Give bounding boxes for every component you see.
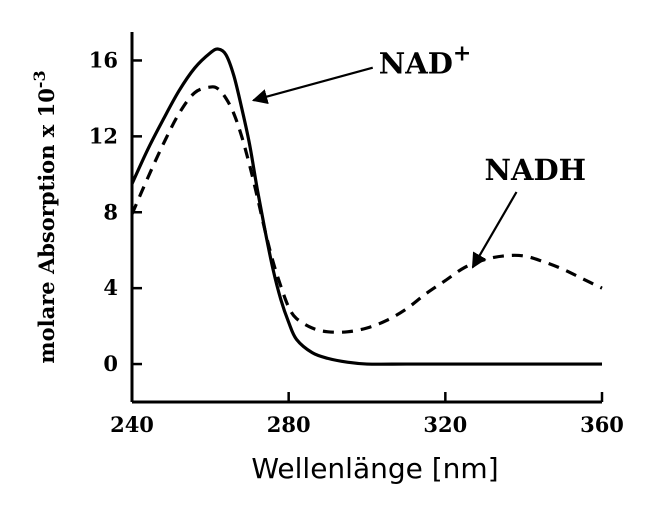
y-tick-label: 12 [89, 123, 118, 148]
y-axis-label-main: molare Absorption x 10 [34, 88, 59, 363]
y-tick-label: 4 [103, 275, 118, 300]
x-tick-label: 320 [423, 412, 467, 437]
series-layer [130, 47, 603, 366]
NAD-label-superscript: + [453, 41, 471, 67]
x-tick-label: 280 [267, 412, 311, 437]
y-tick-label: 0 [103, 351, 118, 376]
x-axis-label: Wellenlänge [nm] [251, 452, 498, 485]
y-tick-label: 8 [103, 199, 118, 224]
y-axis-label-exponent: -3 [30, 70, 49, 88]
NADH-label-text: NADH [485, 153, 587, 187]
NAD-label-text: NAD [379, 47, 453, 81]
y-tick-label: 16 [89, 47, 118, 72]
axes: 0 4 8 12 16 240 280 320 360 Wellenlänge [nm] molar… [30, 32, 624, 485]
NADH-label: NADH [485, 153, 587, 187]
x-tick-label: 360 [580, 412, 624, 437]
NADH-label-arrow [471, 191, 518, 269]
NAD-label: NAD+ [379, 41, 472, 81]
y-axis-label: molare Absorption x 10-3 [30, 70, 59, 363]
series-line-nadh [130, 85, 603, 334]
x-tick-label: 240 [110, 412, 154, 437]
NAD-label-arrow [251, 66, 374, 105]
series-line-nad [130, 47, 602, 366]
annotation-layer: NAD+ NADH [251, 41, 587, 269]
